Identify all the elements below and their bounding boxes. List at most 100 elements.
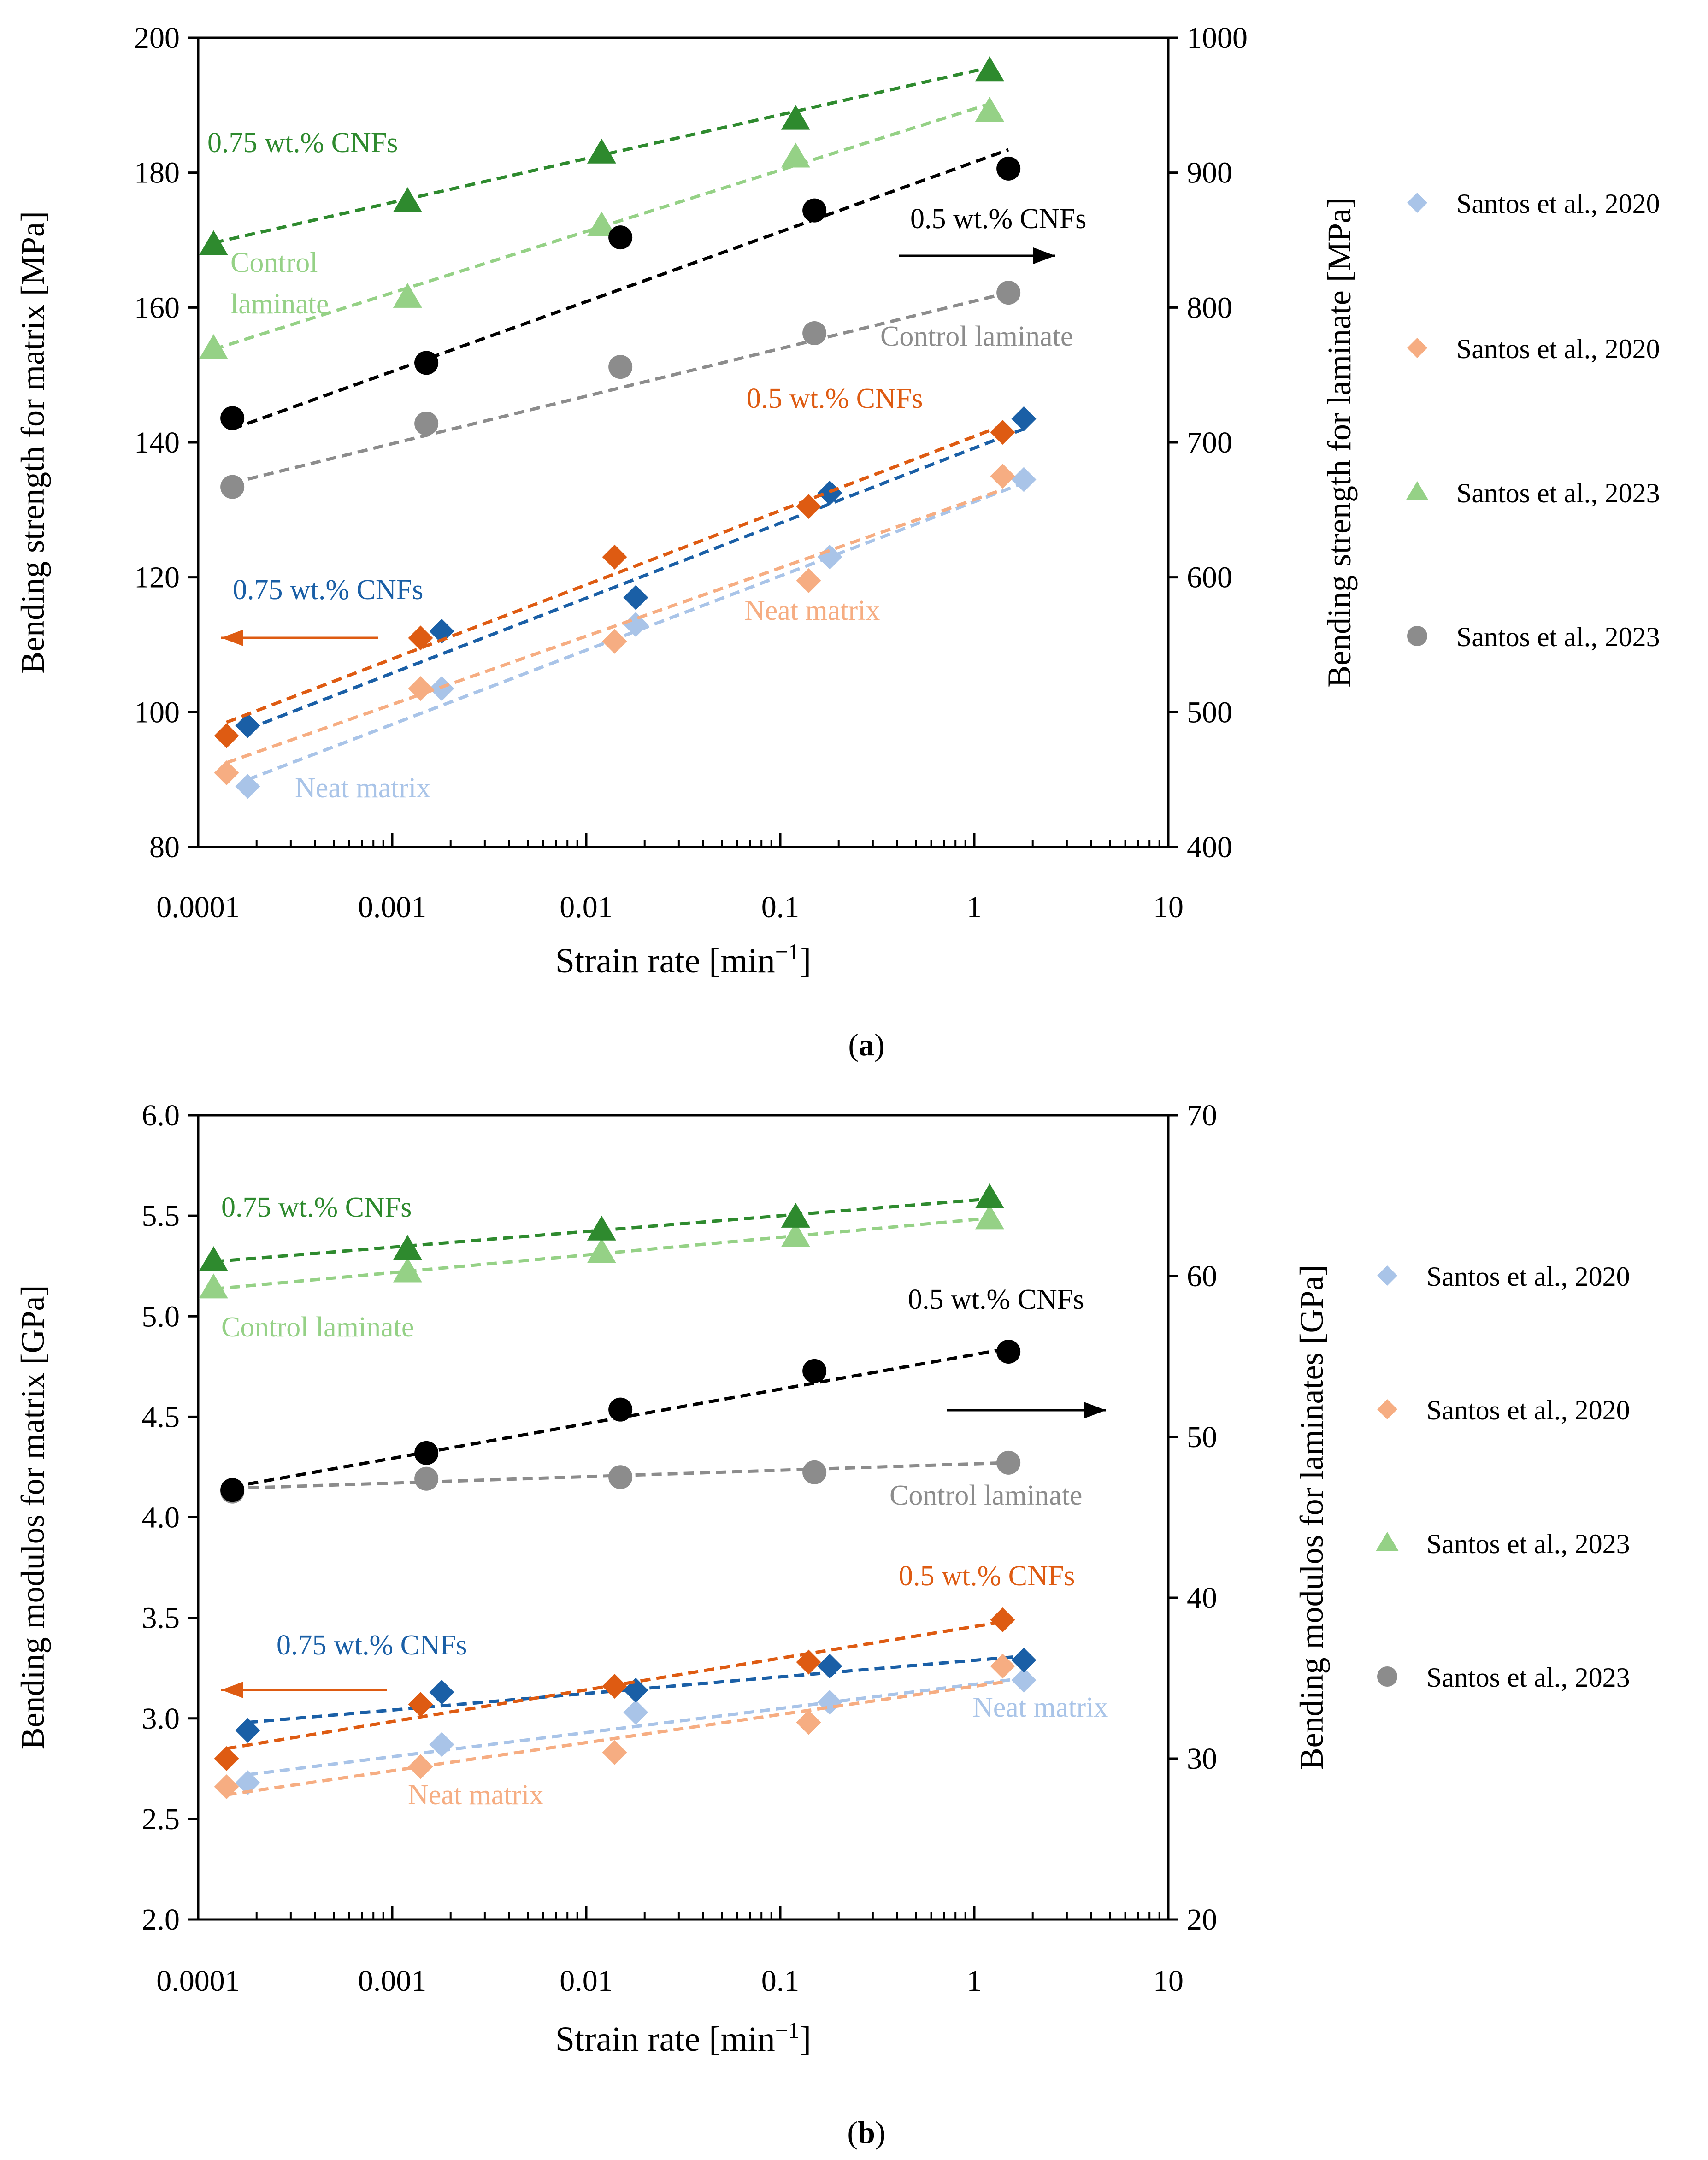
y-right-tick-label: 50 xyxy=(1187,1420,1217,1454)
x-tick-label: 0.01 xyxy=(560,1964,613,1998)
data-point xyxy=(990,1607,1015,1632)
data-point xyxy=(414,412,439,436)
y-right-tick-label: 400 xyxy=(1187,830,1232,864)
data-point xyxy=(796,494,821,519)
data-point xyxy=(817,544,842,570)
data-point xyxy=(602,544,627,570)
data-point xyxy=(796,1649,821,1675)
legend-entry: Santos et al., 2023 xyxy=(1406,478,1660,508)
series-annotation: 0.75 wt.% CNFs xyxy=(207,127,398,159)
trend-line xyxy=(231,148,1009,431)
data-point xyxy=(214,1746,239,1771)
data-point xyxy=(781,1222,810,1247)
data-point xyxy=(996,156,1021,181)
legend-label: Santos et al., 2020 xyxy=(1456,188,1660,219)
data-point xyxy=(235,713,260,738)
axis-arrow-head xyxy=(1033,247,1055,264)
data-point xyxy=(199,1246,228,1271)
data-point xyxy=(408,676,433,701)
data-point xyxy=(393,283,422,308)
y-right-tick-label: 1000 xyxy=(1187,21,1248,55)
series-annotation: 0.5 wt.% CNFs xyxy=(747,383,923,414)
trend-line xyxy=(226,424,1003,724)
data-point xyxy=(975,1204,1004,1230)
data-point xyxy=(608,355,633,379)
data-point xyxy=(602,1740,627,1765)
x-tick-label: 0.01 xyxy=(560,890,613,924)
axis-arrow-head xyxy=(221,630,243,646)
legend-marker xyxy=(1377,1265,1397,1286)
legend-label: Santos et al., 2023 xyxy=(1426,1529,1630,1559)
data-point xyxy=(1011,1667,1037,1693)
data-point xyxy=(587,1215,616,1241)
data-point xyxy=(393,1257,422,1283)
y-left-tick-label: 2.0 xyxy=(142,1903,180,1936)
panel-caption: (a) xyxy=(848,1027,884,1062)
data-point xyxy=(796,568,821,593)
data-point xyxy=(408,1692,433,1717)
data-point xyxy=(990,1654,1015,1679)
chart-panel-a: 0.0001 0.001 0.01 0.1 1 10 80 100 120 140 160 180 20… xyxy=(14,21,1660,1062)
plot-frame xyxy=(197,1114,1170,1921)
legend-label: Santos et al., 2023 xyxy=(1456,478,1660,508)
data-point xyxy=(393,1235,422,1260)
data-point xyxy=(587,211,616,236)
chart-panel-b: 0.0001 0.001 0.01 0.1 1 10 2.0 2.5 3.0 3.5 4.0 4.5 5… xyxy=(14,1099,1630,2150)
data-point xyxy=(802,321,827,345)
data-point xyxy=(429,1732,454,1757)
data-point xyxy=(623,585,648,610)
data-point xyxy=(220,1478,245,1502)
legend-marker xyxy=(1407,193,1427,213)
trend-line xyxy=(213,65,990,245)
trend-line xyxy=(226,1680,1003,1796)
trend-line xyxy=(232,291,1009,485)
data-point xyxy=(990,464,1015,489)
y-left-tick-label: 2.5 xyxy=(142,1802,180,1836)
x-tick-label: 0.0001 xyxy=(156,890,240,924)
axis-arrow-head xyxy=(221,1682,243,1698)
y-right-axis-label: Bending modulos for laminates [GPa] xyxy=(1293,1265,1330,1770)
data-point xyxy=(587,138,616,164)
data-point xyxy=(429,618,454,644)
data-point xyxy=(220,406,245,430)
y-right-tick-label: 900 xyxy=(1187,156,1232,190)
y-left-tick-label: 5.5 xyxy=(142,1199,180,1233)
legend-entry: Santos et al., 2020 xyxy=(1377,1395,1630,1425)
legend-label: Santos et al., 2023 xyxy=(1426,1662,1630,1693)
y-right-tick-label: 500 xyxy=(1187,695,1232,729)
trend-line xyxy=(247,1677,1024,1777)
data-point xyxy=(1011,406,1037,431)
x-tick-label: 0.001 xyxy=(358,1964,427,1998)
x-tick-label: 0.001 xyxy=(358,890,427,924)
data-point xyxy=(975,56,1004,82)
panel-caption: (b) xyxy=(847,2115,885,2150)
data-point xyxy=(608,1397,633,1422)
y-left-tick-label: 180 xyxy=(134,156,180,190)
legend-entry: Santos et al., 2020 xyxy=(1407,188,1660,219)
series-annotation: 0.75 wt.% CNFs xyxy=(233,574,423,606)
plot-frame xyxy=(197,36,1170,848)
legend-label: Santos et al., 2020 xyxy=(1456,334,1660,364)
legend-entry: Santos et al., 2020 xyxy=(1377,1261,1630,1292)
series-annotation: 0.5 wt.% CNFs xyxy=(908,1284,1084,1315)
legend-label: Santos et al., 2020 xyxy=(1426,1261,1630,1292)
legend-marker xyxy=(1406,481,1429,500)
y-right-tick-label: 70 xyxy=(1187,1099,1217,1132)
data-point xyxy=(623,1700,648,1725)
x-axis-label: Strain rate [min−1] xyxy=(555,939,811,980)
y-right-tick-label: 700 xyxy=(1187,426,1232,459)
data-point xyxy=(781,1202,810,1228)
y-right-tick-label: 30 xyxy=(1187,1742,1217,1776)
data-point xyxy=(802,1460,827,1484)
series-annotation: Neat matrix xyxy=(744,595,880,626)
y-left-tick-label: 6.0 xyxy=(142,1099,180,1132)
x-tick-label: 10 xyxy=(1153,890,1184,924)
legend-marker xyxy=(1407,626,1427,646)
x-tick-label: 0.1 xyxy=(761,890,800,924)
data-point xyxy=(408,625,433,651)
x-tick-label: 1 xyxy=(967,1964,982,1998)
data-point xyxy=(996,281,1021,305)
data-point xyxy=(414,1441,439,1465)
legend-marker xyxy=(1407,338,1427,358)
y-right-tick-label: 40 xyxy=(1187,1581,1217,1615)
